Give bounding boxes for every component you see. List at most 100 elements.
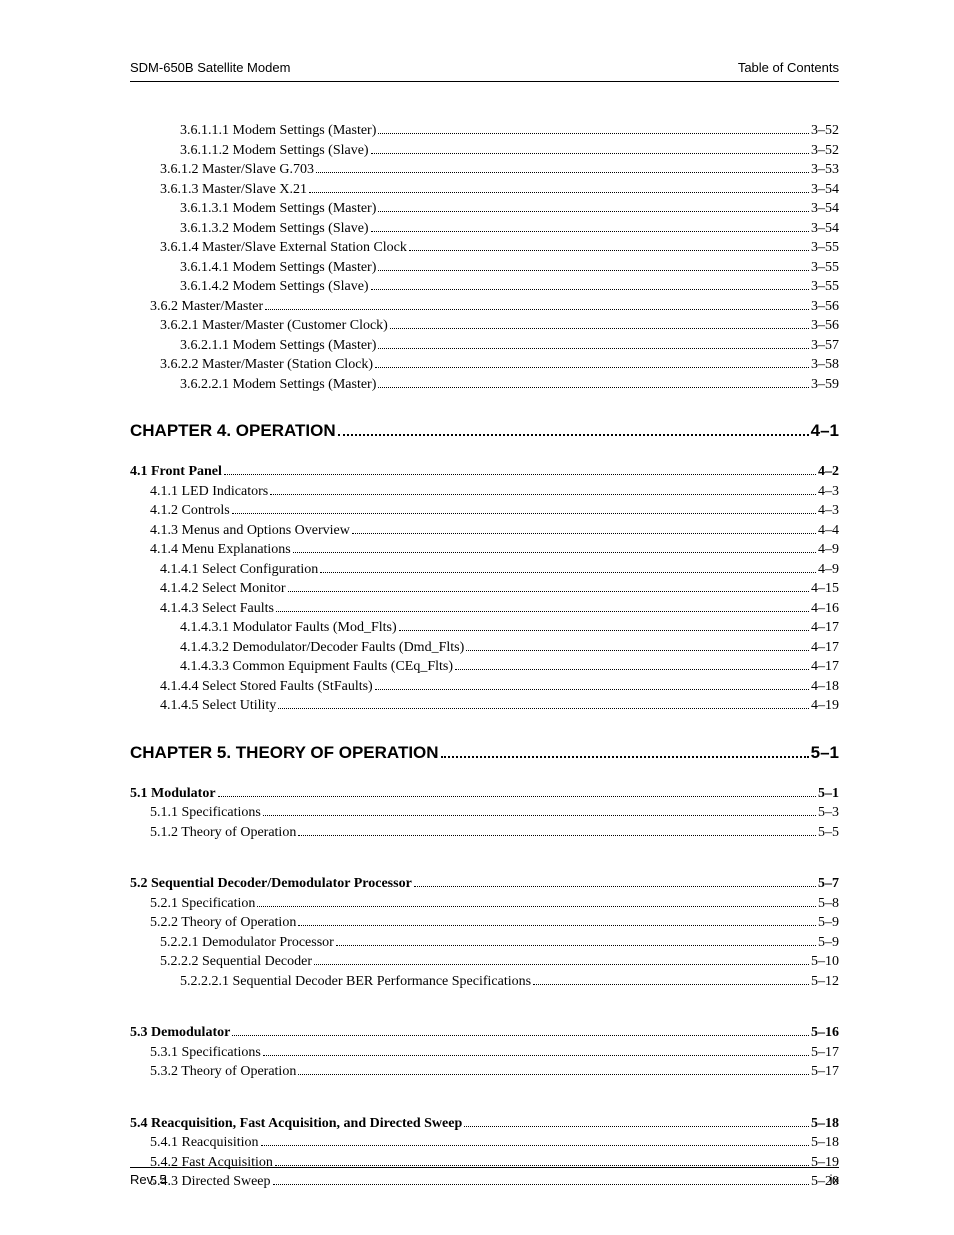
toc-entry-page: 3–56 (811, 298, 839, 316)
toc-entry: 4.1.4.3.3 Common Equipment Faults (CEq_F… (130, 658, 839, 676)
toc-block-ch5: 5.1 Modulator5–15.1.1 Specifications5–35… (130, 785, 839, 1191)
toc-entry-page: 3–54 (811, 200, 839, 218)
toc-entry-label: 5.1.2 Theory of Operation (150, 824, 296, 842)
toc-entry-label: 3.6.1.4.1 Modem Settings (Master) (180, 259, 376, 277)
toc-entry-page: 4–17 (811, 619, 839, 637)
section-gap (130, 843, 839, 857)
header-right: Table of Contents (738, 60, 839, 75)
toc-entry-page: 5–3 (818, 804, 839, 822)
leader (338, 422, 809, 436)
toc-entry-label: 3.6.1.2 Master/Slave G.703 (160, 161, 314, 179)
toc-entry-label: 4.1.4.1 Select Configuration (160, 561, 318, 579)
toc-entry-label: 4.1.4.3.1 Modulator Faults (Mod_Flts) (180, 619, 397, 637)
toc-entry-page: 4–18 (811, 678, 839, 696)
leader (455, 658, 809, 670)
toc-entry-label: 4.1.4.3 Select Faults (160, 600, 274, 618)
toc-entry-label: 5.1.1 Specifications (150, 804, 261, 822)
toc-entry-page: 5–18 (811, 1134, 839, 1152)
toc-entry: 3.6.2.1.1 Modem Settings (Master) 3–57 (130, 337, 839, 355)
toc-entry-page: 3–54 (811, 181, 839, 199)
leader (375, 356, 809, 368)
leader (533, 973, 809, 985)
toc-entry-label: 4.1.4.3.2 Demodulator/Decoder Faults (Dm… (180, 639, 464, 657)
toc-entry-page: 4–3 (818, 483, 839, 501)
toc-entry: 5.3.1 Specifications5–17 (130, 1044, 839, 1062)
toc-entry-label: 5.2 Sequential Decoder/Demodulator Proce… (130, 875, 412, 893)
toc-entry: 5.2.2.2 Sequential Decoder 5–10 (130, 953, 839, 971)
leader (276, 600, 809, 612)
chapter-4-page: 4–1 (811, 421, 839, 441)
toc-entry-page: 3–55 (811, 278, 839, 296)
toc-entry: 3.6.1.2 Master/Slave G.703 3–53 (130, 161, 839, 179)
page-footer: Rev. 5 ix (130, 1167, 839, 1187)
toc-entry-label: 5.3.2 Theory of Operation (150, 1063, 296, 1081)
toc-entry-page: 4–2 (818, 463, 839, 481)
header-left: SDM-650B Satellite Modem (130, 60, 290, 75)
toc-entry: 5.1.2 Theory of Operation5–5 (130, 824, 839, 842)
leader (464, 1115, 809, 1127)
toc-entry: 3.6.1.4 Master/Slave External Station Cl… (130, 239, 839, 257)
toc-entry-page: 3–56 (811, 317, 839, 335)
toc-entry: 3.6.2.1 Master/Master (Customer Clock)3–… (130, 317, 839, 335)
toc-entry-label: 4.1.4.3.3 Common Equipment Faults (CEq_F… (180, 658, 453, 676)
toc-entry-page: 4–3 (818, 502, 839, 520)
toc-entry-page: 3–55 (811, 259, 839, 277)
toc-entry: 4.1.4.4 Select Stored Faults (StFaults)4… (130, 678, 839, 696)
leader (261, 1134, 810, 1146)
toc-entry: 5.1.1 Specifications 5–3 (130, 804, 839, 822)
leader (298, 914, 816, 926)
leader (263, 1044, 809, 1056)
leader (336, 934, 816, 946)
toc-entry-label: 5.2.2.2 Sequential Decoder (160, 953, 312, 971)
leader (275, 1154, 809, 1166)
toc-entry-label: 5.2.2.2.1 Sequential Decoder BER Perform… (180, 973, 531, 991)
leader (314, 953, 809, 965)
toc-entry-label: 4.1.4 Menu Explanations (150, 541, 291, 559)
toc-entry-page: 5–8 (818, 895, 839, 913)
footer-left: Rev. 5 (130, 1172, 167, 1187)
toc-entry-page: 3–53 (811, 161, 839, 179)
toc-entry: 3.6.2 Master/Master3–56 (130, 298, 839, 316)
leader (257, 895, 816, 907)
toc-entry-label: 3.6.2.2 Master/Master (Station Clock) (160, 356, 373, 374)
leader (378, 376, 809, 388)
page: SDM-650B Satellite Modem Table of Conten… (0, 0, 954, 1235)
toc-entry: 4.1.4.3 Select Faults 4–16 (130, 600, 839, 618)
toc-entry-label: 5.2.1 Specification (150, 895, 255, 913)
footer-rule (130, 1167, 839, 1168)
toc-entry: 3.6.1.4.2 Modem Settings (Slave)3–55 (130, 278, 839, 296)
section-gap (130, 992, 839, 1006)
toc-entry-page: 5–1 (818, 785, 839, 803)
toc-entry-label: 5.4.1 Reacquisition (150, 1134, 259, 1152)
toc-entry: 5.2.2.1 Demodulator Processor5–9 (130, 934, 839, 952)
leader (263, 804, 816, 816)
toc-entry: 3.6.1.3.2 Modem Settings (Slave)3–54 (130, 220, 839, 238)
toc-entry-page: 5–7 (818, 875, 839, 893)
leader (375, 678, 809, 690)
toc-entry: 3.6.2.2.1 Modem Settings (Master)3–59 (130, 376, 839, 394)
leader (378, 259, 809, 271)
leader (371, 142, 809, 154)
leader (288, 580, 809, 592)
chapter-5-title: CHAPTER 5. THEORY OF OPERATION (130, 743, 439, 763)
toc-entry-page: 3–59 (811, 376, 839, 394)
toc-entry-page: 5–10 (811, 953, 839, 971)
toc-entry-label: 4.1 Front Panel (130, 463, 222, 481)
toc-entry-label: 5.2.2 Theory of Operation (150, 914, 296, 932)
footer-right: ix (830, 1172, 839, 1187)
toc-entry-page: 4–16 (811, 600, 839, 618)
toc-entry-page: 4–4 (818, 522, 839, 540)
toc-entry-label: 5.3 Demodulator (130, 1024, 230, 1042)
toc-entry: 4.1.2 Controls4–3 (130, 502, 839, 520)
leader (224, 463, 816, 475)
toc-entry: 5.3 Demodulator5–16 (130, 1024, 839, 1042)
leader (232, 502, 816, 514)
leader (390, 317, 809, 329)
toc-entry-page: 3–57 (811, 337, 839, 355)
toc-entry-label: 4.1.3 Menus and Options Overview (150, 522, 350, 540)
leader (320, 561, 816, 573)
page-header: SDM-650B Satellite Modem Table of Conten… (130, 60, 839, 75)
toc-entry-label: 3.6.2.1.1 Modem Settings (Master) (180, 337, 376, 355)
leader (293, 541, 816, 553)
toc-entry: 4.1.4.2 Select Monitor4–15 (130, 580, 839, 598)
